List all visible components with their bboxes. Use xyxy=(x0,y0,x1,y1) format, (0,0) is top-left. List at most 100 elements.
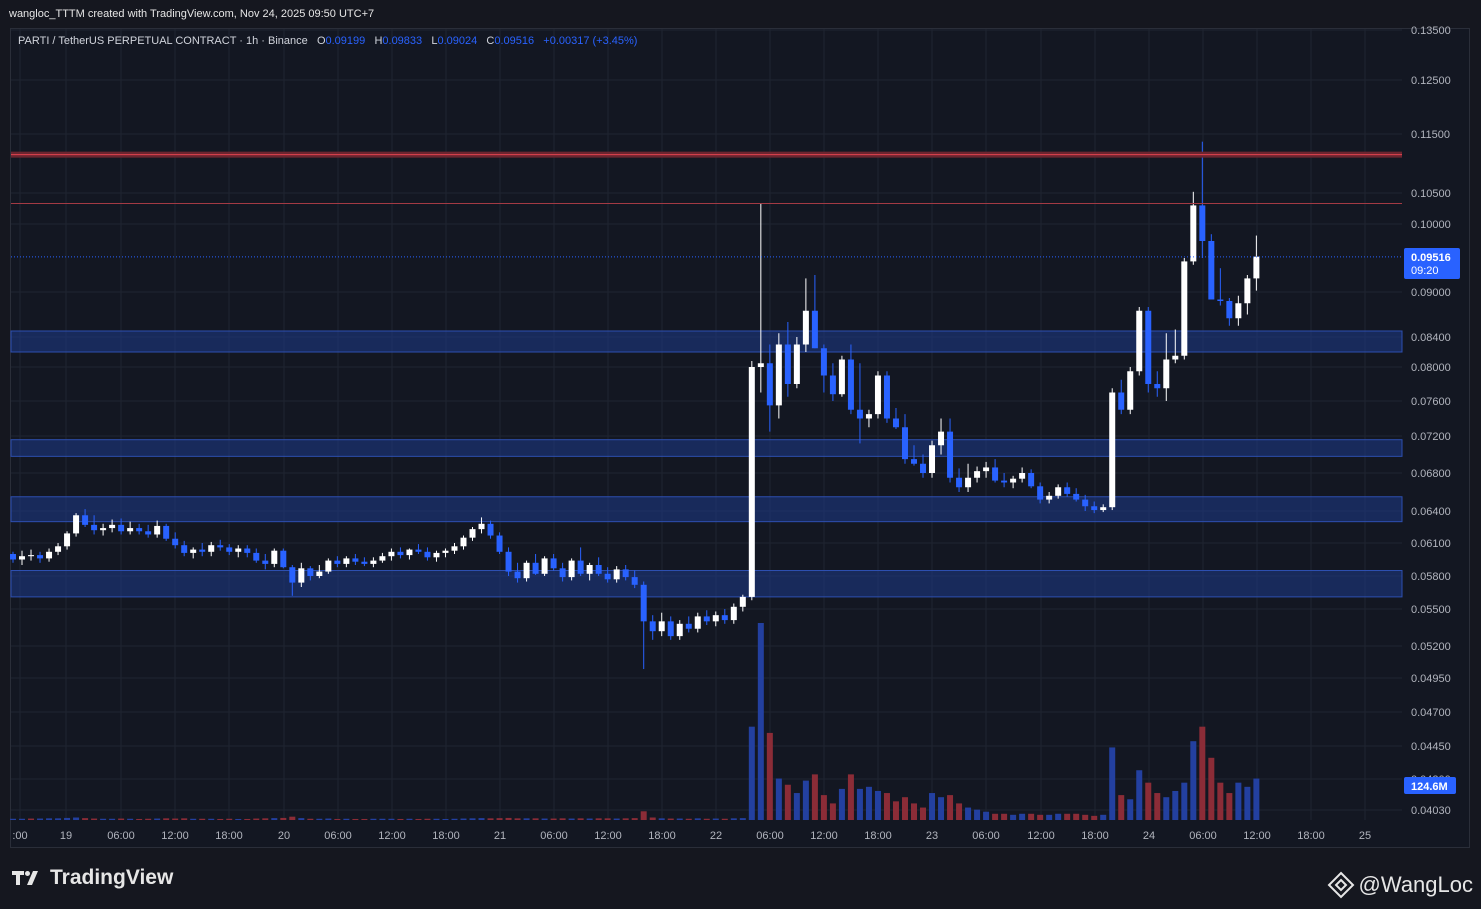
binance-logo-icon xyxy=(1327,871,1354,899)
volume-bar xyxy=(829,803,836,820)
volume-bar xyxy=(28,818,35,820)
candle-body xyxy=(145,531,152,535)
price-tick-label: 0.07600 xyxy=(1411,396,1451,408)
volume-bar xyxy=(1163,797,1170,820)
volume-bar xyxy=(1118,795,1125,820)
candle-body xyxy=(73,515,80,534)
symbol-legend: PARTI / TetherUS PERPETUAL CONTRACT · 1h… xyxy=(18,35,637,47)
price-tick-label: 0.06100 xyxy=(1411,538,1451,550)
candle-body xyxy=(343,558,350,564)
volume-bar xyxy=(262,818,269,820)
candle-body xyxy=(100,528,107,531)
candle-body xyxy=(1046,495,1053,500)
chart-frame[interactable] xyxy=(10,28,1470,848)
volume-bar xyxy=(856,788,863,820)
candle-body xyxy=(64,533,71,547)
tradingview-logo-icon xyxy=(12,871,38,885)
candle-body xyxy=(136,528,143,532)
volume-bar xyxy=(253,818,260,820)
volume-bar xyxy=(19,818,26,820)
candle-body xyxy=(10,554,16,560)
time-tick-label: 06:00 xyxy=(107,830,135,842)
candle-body xyxy=(433,552,440,558)
candle-body xyxy=(172,538,179,546)
volume-bar xyxy=(487,818,494,820)
volume-bar xyxy=(163,818,170,820)
volume-bar xyxy=(820,795,827,820)
price-tick-label: 0.12500 xyxy=(1411,75,1451,87)
volume-bar xyxy=(1190,741,1197,820)
time-tick-label: 18:00 xyxy=(432,830,460,842)
candle-body xyxy=(685,623,692,629)
candle-body xyxy=(19,556,26,560)
candle-body xyxy=(793,344,800,384)
time-tick-label: 22 xyxy=(710,830,722,842)
candle-body xyxy=(730,606,737,621)
volume-bar xyxy=(37,818,44,820)
close-label: C xyxy=(486,35,495,47)
candle-body xyxy=(1082,499,1089,507)
candle-body xyxy=(1253,256,1260,279)
candle-body xyxy=(974,471,981,478)
volume-bar xyxy=(1244,786,1251,820)
price-tick-label: 0.13500 xyxy=(1411,25,1451,37)
volume-bar xyxy=(649,817,656,820)
candle-body xyxy=(1163,359,1170,389)
price-tick-label: 0.05200 xyxy=(1411,641,1451,653)
candle-body xyxy=(938,431,945,446)
candle-body xyxy=(352,558,359,562)
candle-body xyxy=(388,551,395,557)
candle-body xyxy=(1181,261,1188,356)
candle-body xyxy=(82,515,89,525)
volume-bar xyxy=(631,818,638,820)
candle-body xyxy=(865,414,872,419)
volume-bar xyxy=(748,726,755,820)
volume-bar xyxy=(280,817,287,820)
candle-body xyxy=(253,552,260,561)
volume-bar xyxy=(1010,814,1017,820)
volume-bar xyxy=(73,817,80,820)
low-value: 0.09024 xyxy=(437,35,478,47)
candle-body xyxy=(694,616,701,629)
time-tick-label: 12:00 xyxy=(1027,830,1055,842)
volume-bar xyxy=(55,818,62,820)
candle-body xyxy=(1154,384,1161,389)
candle-body xyxy=(883,375,890,419)
volume-bar xyxy=(1235,782,1242,820)
volume-bar xyxy=(992,813,999,820)
candle-body xyxy=(46,551,53,559)
volume-bar xyxy=(784,784,791,820)
candle-body xyxy=(325,560,332,572)
volume-bar xyxy=(109,818,116,820)
volume-bar xyxy=(316,818,323,820)
volume-bar xyxy=(244,818,251,820)
volume-bar xyxy=(1055,813,1062,820)
candle-body xyxy=(127,528,134,532)
volume-bar xyxy=(577,818,584,820)
time-tick-label: 12:00 xyxy=(161,830,189,842)
open-value: 0.09199 xyxy=(325,35,366,47)
candle-body xyxy=(442,550,449,553)
volume-bar xyxy=(1145,782,1152,820)
volume-bar xyxy=(965,807,972,820)
tradingview-logo[interactable]: TradingView xyxy=(12,866,173,890)
time-tick-label: :00 xyxy=(12,830,27,842)
candle-body xyxy=(271,550,278,564)
candle-body xyxy=(307,568,314,576)
volume-bar xyxy=(1082,814,1089,820)
volume-bar xyxy=(154,818,161,820)
volume-bar xyxy=(505,817,512,820)
volume-bar xyxy=(406,818,413,820)
volume-bar xyxy=(595,818,602,820)
candle-body xyxy=(965,477,972,488)
time-tick-label: 18:00 xyxy=(648,830,676,842)
candle-body xyxy=(703,616,710,622)
price-tick-label: 0.09000 xyxy=(1411,287,1451,299)
volume-bar xyxy=(613,818,620,820)
author-name: @WangLoc xyxy=(1358,872,1473,897)
volume-bar xyxy=(397,818,404,820)
volume-bar xyxy=(604,818,611,820)
symbol-name[interactable]: PARTI / TetherUS PERPETUAL CONTRACT · 1h… xyxy=(18,35,308,47)
price-badge-countdown: 09:20 xyxy=(1411,265,1439,277)
